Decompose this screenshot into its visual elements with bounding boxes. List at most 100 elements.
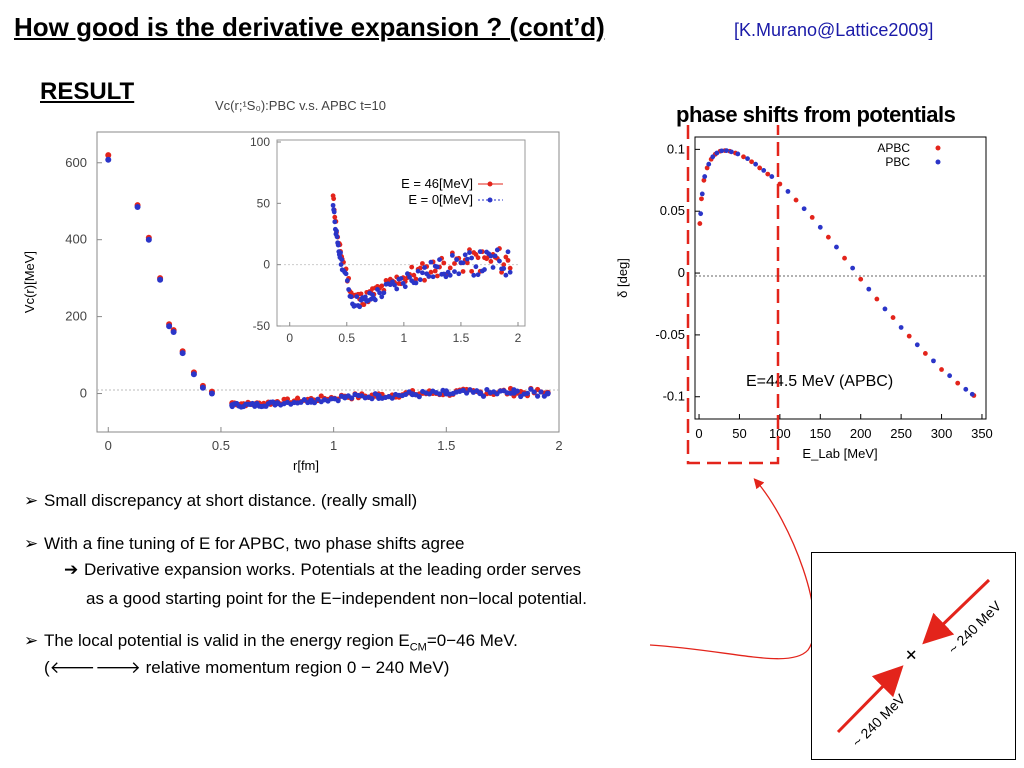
inset-point	[415, 268, 421, 274]
phase-point	[706, 161, 712, 167]
inset-point	[335, 242, 341, 248]
inset-point	[488, 259, 494, 264]
right-plot-frame	[694, 136, 987, 420]
phase-point	[898, 325, 904, 330]
left-point	[534, 393, 541, 399]
phase-point	[914, 342, 920, 348]
inset-point	[497, 258, 502, 264]
inset-point	[409, 264, 415, 270]
left-point	[335, 398, 341, 404]
inset-point	[413, 280, 419, 286]
phase-point	[745, 156, 750, 162]
phase-point	[834, 244, 839, 250]
left-point	[105, 156, 112, 163]
inset-legend-0-marker	[487, 197, 493, 203]
inset-point	[426, 273, 432, 279]
inset-ytick-label: 0	[263, 258, 270, 272]
inset-point	[452, 269, 457, 275]
inset-point	[447, 272, 453, 278]
right-ytick-label: 0.05	[660, 203, 685, 218]
inset-point	[361, 302, 367, 308]
inset-ytick-label: -50	[253, 319, 271, 333]
inset-point	[460, 260, 466, 266]
left-point	[170, 329, 177, 335]
inset-point	[441, 260, 447, 266]
left-xtick-label: 0	[105, 438, 112, 453]
phase-point	[741, 154, 746, 160]
right-legend-pbc: PBC	[885, 155, 910, 169]
arrow-right-icon: ➔	[64, 560, 79, 579]
inset-point	[428, 259, 434, 265]
inset-point	[505, 257, 511, 263]
phase-point	[753, 161, 759, 167]
inset-point	[507, 269, 513, 275]
inset-point	[420, 261, 425, 266]
bullet-3-text-post: =0−46 MeV.	[426, 631, 518, 650]
inset-point	[437, 257, 442, 263]
inset-point	[475, 272, 481, 278]
left-point	[514, 388, 520, 394]
arrow-incoming-top	[922, 578, 991, 645]
momentum-diagram: + ~ 240 MeV ~ 240 MeV	[811, 552, 1016, 760]
right-xtick-label: 50	[732, 426, 746, 441]
inset-xtick-label: 1.5	[453, 331, 470, 345]
right-legend-apbc-marker	[935, 145, 941, 151]
bullet-2-marker: ➢	[24, 534, 39, 553]
inset-point	[469, 255, 475, 261]
phase-point	[955, 380, 961, 386]
inset-point	[507, 265, 513, 271]
left-point	[538, 389, 544, 395]
inset-point	[464, 260, 470, 266]
inset-point	[477, 249, 483, 255]
right-xtick-label: 300	[931, 426, 953, 441]
right-xtick-label: 150	[809, 426, 831, 441]
inset-point	[348, 294, 354, 300]
energy-annotation: E=44.5 MeV (APBC)	[746, 373, 893, 390]
left-point	[199, 384, 206, 391]
phase-point	[719, 148, 725, 154]
left-point	[134, 204, 141, 210]
bullet-2-sub2-text: as a good starting point for the E−indep…	[86, 589, 587, 608]
inset-frame	[276, 139, 526, 327]
left-point	[157, 276, 164, 283]
bullet-2-sub: ➔ Derivative expansion works. Potentials …	[64, 558, 581, 582]
bullet-3-marker: ➢	[24, 631, 39, 650]
right-ylabel: δ [deg]	[615, 258, 630, 298]
inset-point	[417, 277, 423, 283]
phase-point	[842, 255, 847, 261]
phase-point	[922, 351, 928, 356]
left-point	[531, 389, 537, 395]
inset-point	[331, 209, 337, 215]
left-xtick-label: 0.5	[212, 438, 230, 453]
inset-point	[357, 304, 363, 310]
left-point	[416, 394, 422, 400]
phase-point	[702, 174, 708, 179]
left-point	[484, 386, 490, 393]
inset-point	[331, 196, 337, 202]
inset-legend-46: E = 46[MeV]	[401, 176, 473, 191]
phase-point	[749, 159, 754, 165]
right-legend-pbc-marker	[935, 159, 941, 165]
inset-point	[428, 269, 434, 275]
phase-point	[793, 197, 799, 203]
right-xtick-label: 350	[971, 426, 993, 441]
phase-point	[699, 196, 704, 202]
left-point	[145, 236, 152, 243]
phase-point	[963, 386, 969, 392]
inset-point	[402, 284, 408, 290]
right-xtick-label: 0	[695, 426, 702, 441]
inset-point	[372, 297, 378, 303]
left-point	[480, 393, 487, 399]
inset-point	[332, 219, 338, 225]
left-point	[208, 390, 215, 397]
reference-citation: [K.Murano@Lattice2009]	[734, 20, 934, 40]
inset-point	[358, 291, 364, 297]
left-ylabel: Vc(r)[MeV]	[22, 251, 37, 313]
inset-point	[362, 294, 368, 300]
bullet-3-sub: CM	[409, 641, 427, 654]
phase-point	[697, 221, 703, 226]
connector-arrow	[649, 478, 815, 660]
inset-point	[501, 266, 507, 271]
right-ytick-label: 0.1	[667, 141, 685, 156]
